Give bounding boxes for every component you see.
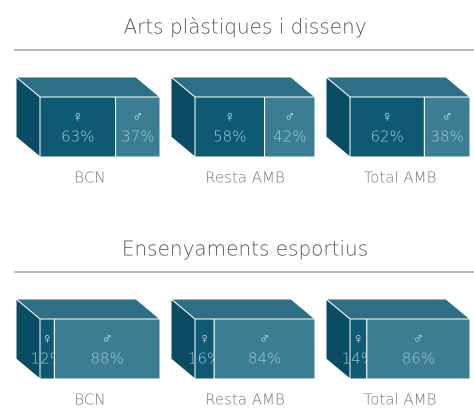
value-label: 63% <box>61 128 94 146</box>
gender-symbol: ♂ <box>413 330 424 348</box>
gender-symbol: ♀ <box>42 330 53 348</box>
box-top <box>14 76 162 98</box>
box-segment <box>115 96 161 158</box>
gender-symbol: ♀ <box>72 108 83 126</box>
gender-symbol: ♀ <box>382 108 393 126</box>
category-label: BCN <box>74 169 105 187</box>
box-top <box>14 298 162 320</box>
box-segment <box>366 318 471 380</box>
gender-symbol: ♀ <box>224 108 235 126</box>
value-label: 62% <box>371 128 404 146</box>
gender-symbol: ♂ <box>132 108 143 126</box>
category-label: BCN <box>74 391 105 409</box>
value-label: 16% <box>188 350 221 368</box>
category-label: Resta AMB <box>205 391 285 409</box>
box-segment <box>213 318 316 380</box>
gender-symbol: ♀ <box>199 330 210 348</box>
gender-symbol: ♀ <box>353 330 364 348</box>
box-segment <box>349 96 425 158</box>
category-label: Total AMB <box>364 169 437 187</box>
gender-symbol: ♂ <box>102 330 113 348</box>
section-title: Arts plàstiques i disseny <box>123 15 366 39</box>
box-top <box>169 298 317 320</box>
box-top <box>169 76 317 98</box>
category-label: Resta AMB <box>205 169 285 187</box>
value-label: 37% <box>121 128 154 146</box>
gender-symbol: ♂ <box>284 108 295 126</box>
box-segment <box>194 96 266 158</box>
value-label: 42% <box>273 128 306 146</box>
box-top <box>324 298 472 320</box>
category-label: Total AMB <box>364 391 437 409</box>
box-top <box>324 76 472 98</box>
value-label: 84% <box>248 350 281 368</box>
value-label: 38% <box>431 128 464 146</box>
value-label: 58% <box>213 128 246 146</box>
box-segment <box>39 96 117 158</box>
value-label: 86% <box>402 350 435 368</box>
gender-symbol: ♂ <box>259 330 270 348</box>
section-title: Ensenyaments esportius <box>122 237 368 261</box>
gender-symbol: ♂ <box>442 108 453 126</box>
value-label: 88% <box>91 350 124 368</box>
box-segment <box>264 96 316 158</box>
box-segment <box>53 318 161 380</box>
box-segment <box>423 96 471 158</box>
